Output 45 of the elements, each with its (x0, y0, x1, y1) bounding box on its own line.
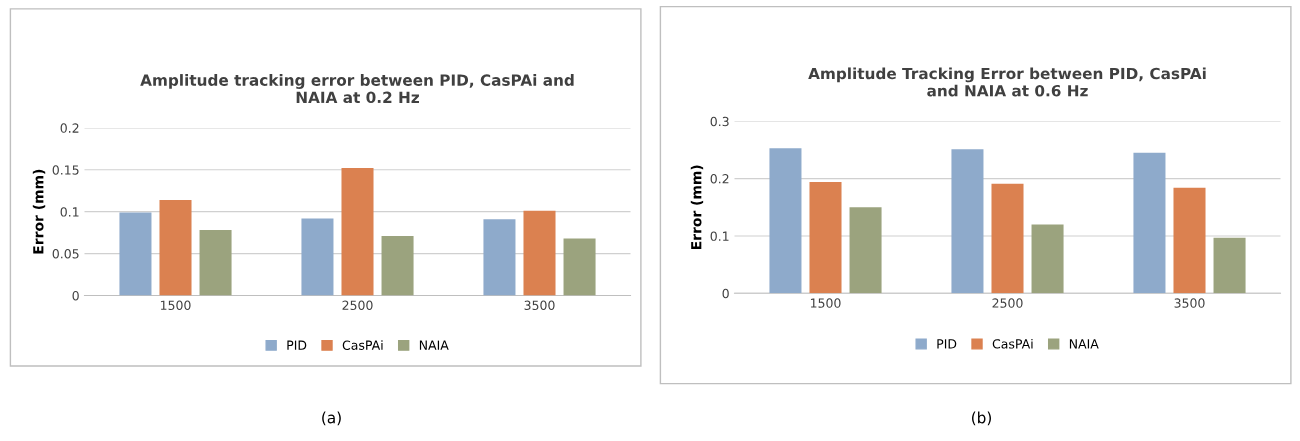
y-tick-label: 0.3 (710, 116, 729, 127)
y-tick-label: 0 (722, 288, 729, 299)
y-tick-label: 0.05 (52, 249, 79, 259)
bar (563, 238, 596, 296)
y-tick-label: 0.2 (710, 174, 729, 184)
text: (a) (322, 411, 341, 426)
bar (1173, 187, 1206, 294)
bar (301, 218, 334, 296)
x-tick-label: 2500 (342, 300, 373, 311)
bar (523, 210, 556, 296)
x-tick-label: 1500 (810, 298, 841, 308)
bar (119, 212, 152, 296)
y-tick-label: 0.1 (60, 207, 79, 217)
bar (199, 230, 232, 296)
bar (951, 149, 984, 294)
x-tick-label: 3500 (1174, 298, 1205, 308)
bar (341, 168, 374, 296)
y-tick-label: 0.1 (710, 231, 729, 241)
bar (991, 183, 1024, 294)
x-tick-label: 2500 (992, 298, 1023, 308)
bar (1031, 224, 1064, 294)
bar (483, 219, 516, 296)
y-axis-title: Error (mm) (690, 165, 704, 250)
y-axis-title: Error (mm) (32, 169, 46, 254)
legend-label: PID (287, 340, 307, 350)
y-tick-label: 0.2 (60, 123, 79, 133)
text: (b) (972, 411, 991, 426)
x-tick-label: 1500 (160, 300, 191, 311)
bar (809, 182, 842, 294)
bar (1133, 152, 1166, 294)
y-tick-label: 0 (72, 290, 79, 301)
bar (381, 235, 414, 296)
legend-label: NAIA (1069, 339, 1099, 349)
chart-title: Amplitude tracking error between PID, CasPAi and NAIA at 0.2 Hz (140, 74, 574, 104)
legend-label: PID (937, 339, 957, 349)
legend-label: NAIA (419, 340, 449, 350)
x-tick-label: 3500 (524, 300, 555, 311)
chart-title: Amplitude Tracking Error between PID, CasPAi and NAIA at 0.6 Hz (808, 67, 1206, 97)
bar (159, 199, 192, 296)
bar (1213, 237, 1246, 294)
y-tick-label: 0.15 (52, 165, 79, 175)
legend-label: CasPAi (992, 338, 1033, 349)
bar (769, 148, 802, 294)
legend-label: CasPAi (342, 340, 383, 350)
bar (849, 207, 882, 294)
